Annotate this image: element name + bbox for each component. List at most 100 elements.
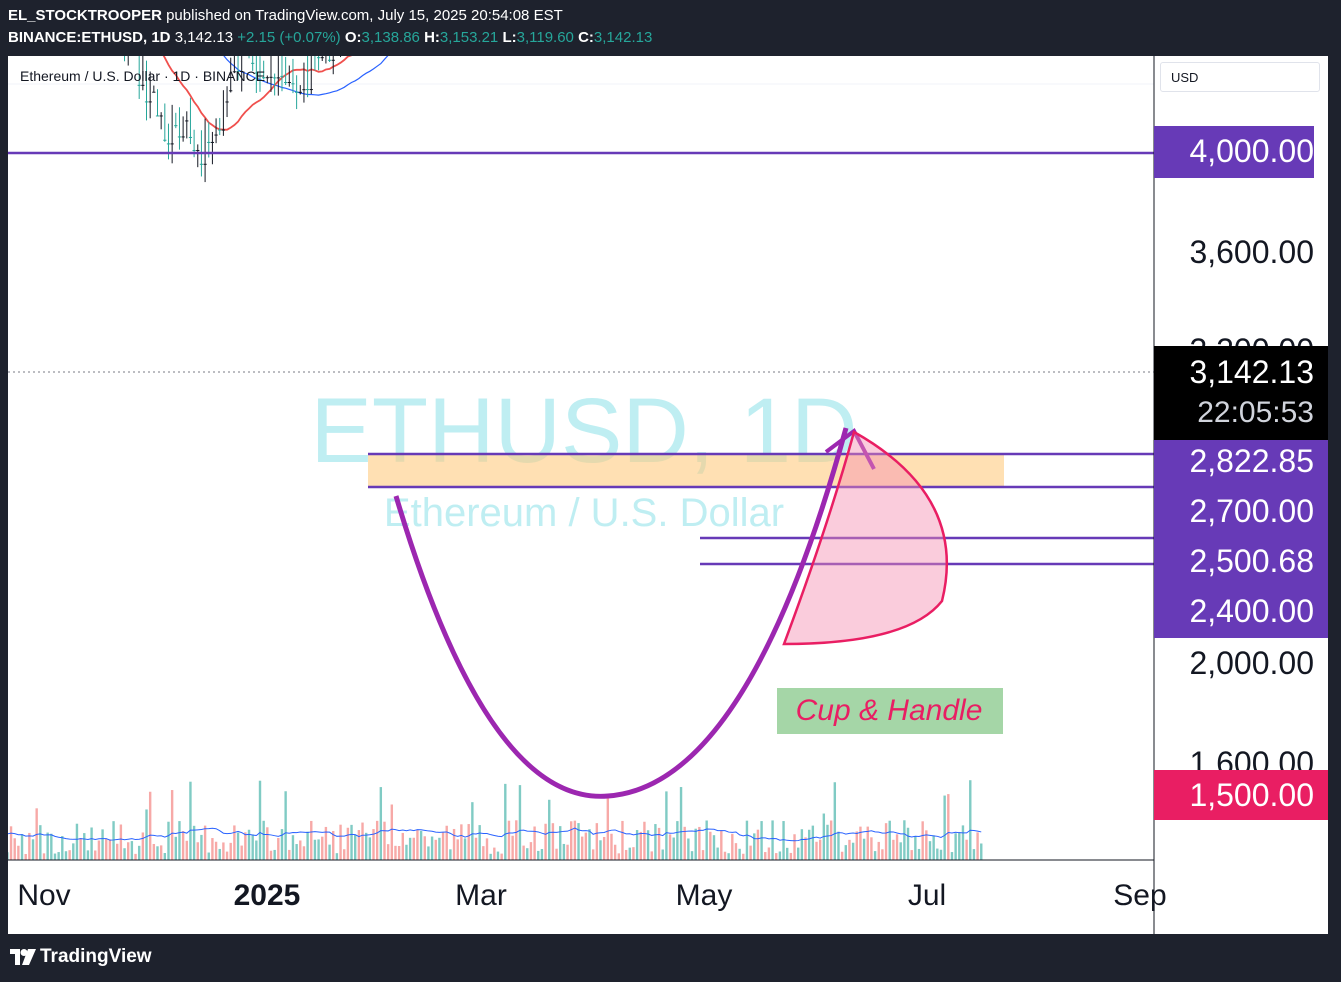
volume-bar [463,838,467,860]
volume-bar [321,836,324,860]
volume-bar [273,849,276,860]
volume-bar [548,799,551,860]
volume-bar [771,820,774,860]
countdown-text: 22:05:53 [1197,396,1314,429]
volume-bar [745,820,749,860]
volume-bar [119,824,123,860]
pane-title: Ethereum / U.S. Dollar · 1D · BINANCE [20,68,266,84]
time-tick-label: Nov [17,879,70,912]
tradingview-wordmark: TradingView [40,946,152,967]
volume-bar [339,824,342,860]
open-value: 3,138.86 [361,29,420,46]
volume-bar [621,820,624,860]
price-tick-label: 3,600.00 [1189,234,1314,270]
volume-bar [602,836,606,860]
volume-bar [796,847,800,860]
volume-bar [610,833,613,860]
volume-bar [441,832,445,860]
volume-bar [848,839,851,860]
volume-bar [262,820,265,860]
level-badges: 4,000.00 2,822.85 2,700.00 2,500.68 2,400.00… [1154,126,1328,820]
annotation-box[interactable] [777,688,1003,734]
handle-shape[interactable] [782,430,949,646]
volume-bar [855,831,858,860]
volume-bar [657,827,661,860]
change-value: +2.15 (+0.07%) [237,29,341,46]
candle-body [214,134,218,136]
volume-bar [434,839,437,860]
volume-bar [892,839,895,860]
volume-bar [709,831,712,860]
candle-body [232,71,236,73]
volume-bar [932,835,935,860]
cup-handle-label: Cup & Handle [796,694,983,727]
volume-bar [379,787,383,860]
candle-body [148,101,152,103]
time-axis[interactable]: Nov 2025 Mar May Jul Sep [17,879,1166,912]
volume-bar [291,835,295,860]
volume-bar [580,836,584,860]
volume-bar [617,853,621,860]
volume-bar [705,820,708,860]
volume-bar [192,825,196,860]
volume-bar [613,844,617,860]
candle-body [309,89,313,91]
volume-bar [31,839,35,860]
volume-bar [75,823,79,860]
volume-bar [665,791,668,860]
volume-bar [295,844,298,860]
volume-bar [540,849,544,860]
volume-bar [895,834,899,860]
volume-bar [452,828,456,860]
volume-bar [518,785,522,860]
candle-body [316,57,321,59]
volume-bar [782,821,785,860]
volume-bar [471,802,474,860]
candle-body [188,136,193,138]
volume-bar [753,833,756,860]
volume-bar [760,821,763,860]
candle-body [320,57,324,59]
volume-bar [712,835,716,860]
volume-bar [372,829,375,860]
volume-bar [105,838,108,860]
volume-bar [386,844,390,860]
publish-line: EL_STOCKTROOPER published on TradingView… [8,7,563,24]
footer: TradingView [0,934,1341,982]
volume-bar [181,831,185,860]
volume-bar [6,852,9,860]
chart-canvas[interactable]: ETHUSD, 1D Ethereum / U.S. Dollar Cup & … [0,0,1328,934]
volume-bar [701,850,705,860]
volume-bar [526,848,529,860]
cup-curve[interactable] [393,427,849,799]
volume-bar [28,832,31,860]
horizontal-levels[interactable] [8,56,1154,566]
tradingview-logo[interactable]: TradingView [10,946,152,968]
currency-selector[interactable]: USD [1160,62,1320,92]
volume-bar [807,829,811,860]
volume-bar [906,827,910,860]
volume-bar [134,853,137,860]
volume-bar [412,837,415,860]
volume-bar [203,825,207,860]
volume-bar [866,826,869,860]
candle-body [159,115,163,117]
volume-bar [438,837,441,860]
volume-bar [624,849,628,860]
chart-pane[interactable]: ETHUSD, 1D Ethereum / U.S. Dollar Cup & … [0,0,1328,934]
volume-bar [767,847,771,860]
publisher-name[interactable]: EL_STOCKTROOPER [8,7,162,24]
volume-bar [17,845,20,860]
volume-bar [255,840,258,860]
level-badge-label: 2,822.85 [1189,443,1314,479]
level-badge-label: 2,500.68 [1189,543,1314,579]
volume-bar [921,821,924,860]
volume-bar [24,853,27,860]
volume-bar [196,842,199,860]
candle-body [199,163,204,165]
volume-bar [225,851,229,860]
candle-body [251,62,255,64]
volume-bar [533,826,536,860]
volume-bar [496,851,500,860]
resistance-zone[interactable] [368,454,1004,487]
